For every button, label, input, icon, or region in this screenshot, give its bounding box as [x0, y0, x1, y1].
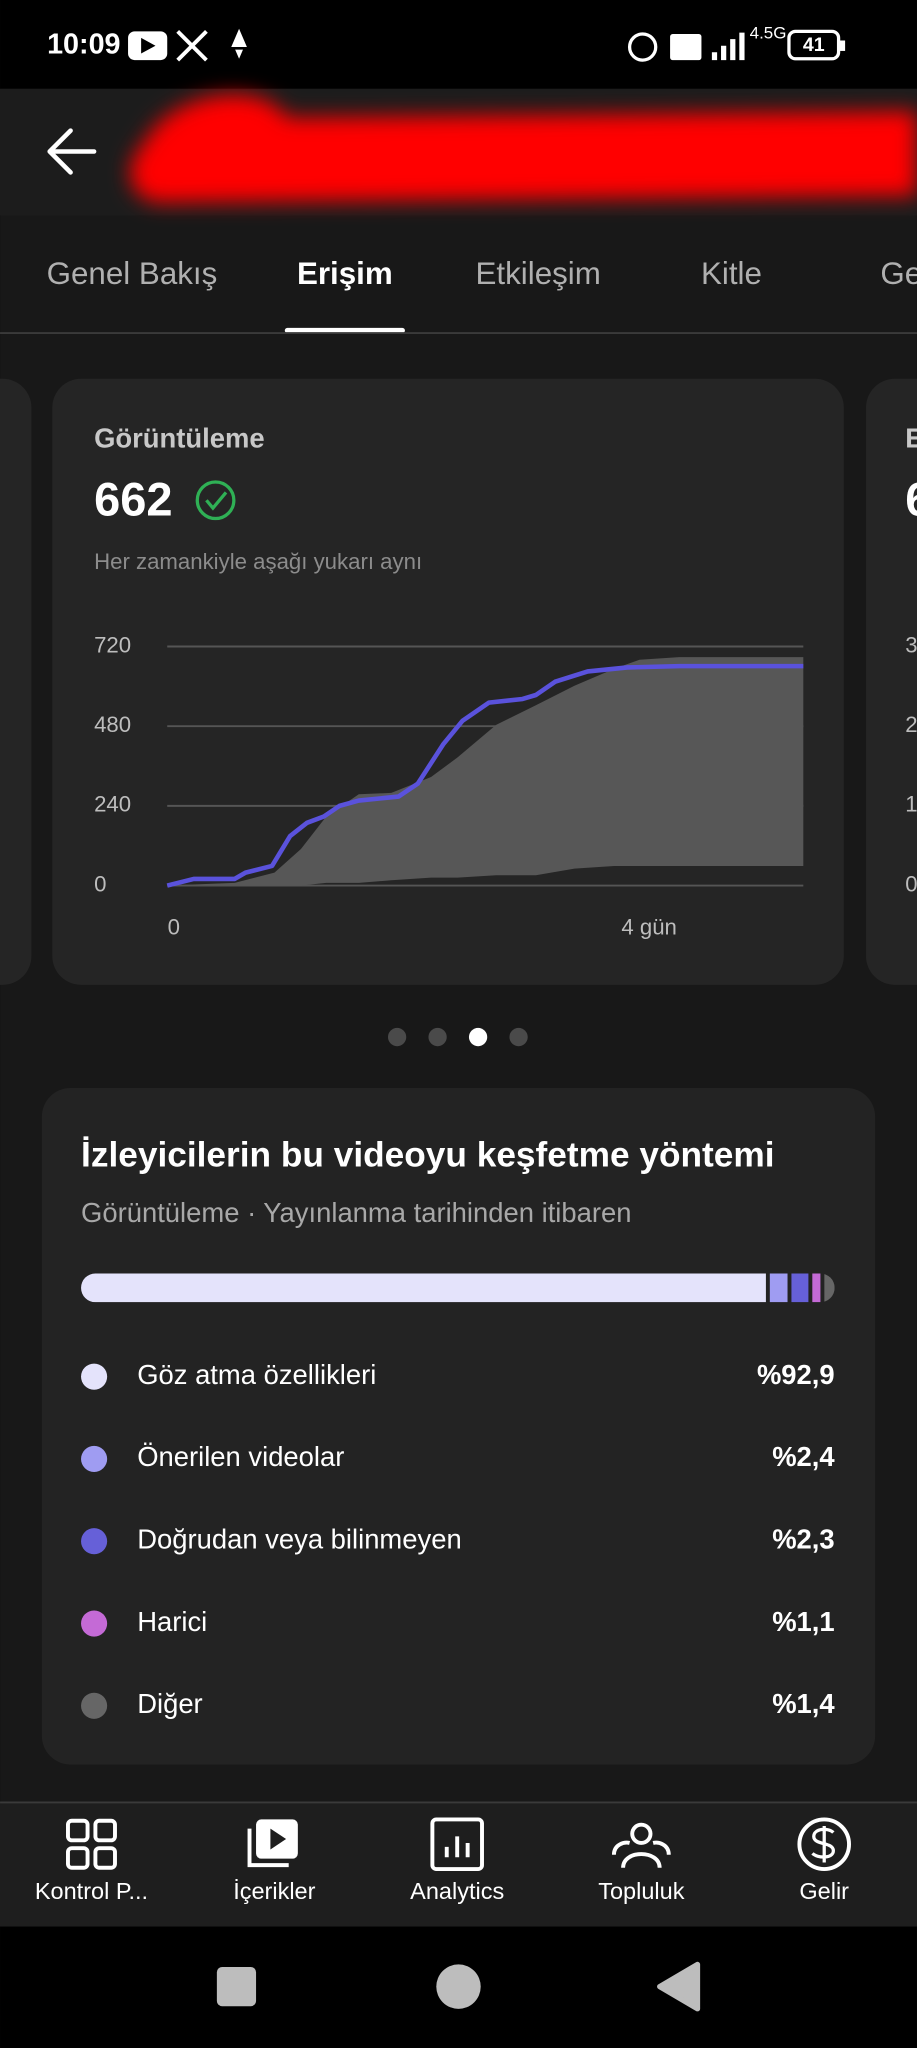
- discovery-card: [41, 1088, 876, 1765]
- play-glyph: [270, 1828, 287, 1850]
- source-segment: [824, 1273, 835, 1303]
- signal-icon: [711, 32, 745, 61]
- tab[interactable]: Erişim: [297, 256, 393, 291]
- community-glyph: [611, 1840, 671, 1869]
- tab[interactable]: Genel Bakış: [47, 256, 218, 291]
- source-value: %1,4: [772, 1688, 835, 1719]
- source-name: Göz atma özellikleri: [137, 1359, 376, 1390]
- analytics-icon: [430, 1817, 484, 1872]
- content-glyph: [247, 1828, 289, 1868]
- source-name: Doğrudan veya bilinmeyen: [137, 1523, 462, 1554]
- nav-label[interactable]: Gelir: [799, 1878, 849, 1904]
- x-tick-label: 4 gün: [621, 915, 677, 940]
- source-name: Diğer: [137, 1688, 203, 1719]
- x-tick-label: 0: [168, 915, 180, 940]
- recents-button[interactable]: [216, 1967, 257, 2007]
- legend-dot: [81, 1445, 108, 1472]
- typical-range: [167, 657, 804, 886]
- source-value: %1,1: [772, 1606, 834, 1637]
- dashboard-icon: [66, 1846, 90, 1870]
- views-chart: 0 240 480 720 0 4 gün: [94, 632, 804, 940]
- earnings-icon: [797, 1817, 851, 1872]
- alarm-icon: [627, 32, 658, 62]
- source-bar: [81, 1273, 835, 1303]
- pager-dot[interactable]: [387, 1027, 407, 1047]
- peek-tick-label: 3: [905, 632, 917, 657]
- peek-tick-label: 2: [905, 712, 917, 737]
- y-tick-label: 720: [94, 632, 131, 657]
- pager-dot[interactable]: [468, 1027, 488, 1047]
- source-segment: [769, 1273, 788, 1303]
- nav-label[interactable]: Topluluk: [598, 1878, 684, 1904]
- nav-labels: Kontrol P... İçerikler Analytics Topluluk Ge…: [35, 1878, 849, 1904]
- legend-dot: [81, 1528, 108, 1555]
- play-glyph: [141, 37, 156, 54]
- peek-axis: 3 2 1 0: [905, 632, 917, 896]
- home-button[interactable]: [436, 1964, 481, 2009]
- nav-label[interactable]: Analytics: [410, 1878, 504, 1904]
- nav-label[interactable]: İçerikler: [233, 1878, 315, 1904]
- dollar-glyph: [811, 1825, 835, 1863]
- tab[interactable]: Etkileşim: [476, 256, 601, 291]
- battery-level: 41: [803, 34, 825, 56]
- pager-dot[interactable]: [509, 1027, 528, 1047]
- views-line: [166, 663, 804, 888]
- network-type: 4.5G: [750, 23, 787, 42]
- tab-bar: Genel Bakış Erişim Etkileşim Kitle Ge: [47, 256, 917, 334]
- x-icon: [176, 29, 208, 62]
- back-nav-button[interactable]: [657, 1961, 701, 2012]
- source-segment: [81, 1273, 766, 1303]
- volte-icon: [670, 33, 702, 61]
- metric-value: 662: [94, 472, 172, 525]
- dashboard-icon: [93, 1818, 117, 1843]
- nav-label[interactable]: Kontrol P...: [35, 1878, 148, 1904]
- battery-tip: [839, 40, 846, 51]
- peek-tick-label: 0: [905, 871, 917, 896]
- source-name: Harici: [137, 1606, 207, 1637]
- legend-dot: [81, 1363, 108, 1390]
- source-value: %2,3: [772, 1523, 834, 1554]
- community-icon: [630, 1822, 653, 1845]
- dashboard-icon: [93, 1846, 117, 1870]
- legend-dot: [81, 1692, 108, 1719]
- redaction: [130, 94, 917, 203]
- peek-value: 6: [905, 472, 917, 525]
- peek-tick-label: 1: [905, 792, 917, 817]
- bottom-nav: [0, 1802, 917, 1927]
- source-list: Göz atma özellikleri %92,9 Önerilen videol…: [81, 1359, 835, 1719]
- rocket-icon: [231, 28, 247, 59]
- tab-indicator: [284, 327, 405, 334]
- discovery-title: İzleyicilerin bu videoyu keşfetme yöntem…: [81, 1136, 775, 1175]
- check-icon: [195, 480, 236, 521]
- battery: [787, 29, 841, 61]
- metric-subtitle: Her zamankiyle aşağı yukarı aynı: [94, 549, 422, 574]
- pager-dot[interactable]: [428, 1027, 447, 1047]
- source-segment: [812, 1273, 821, 1303]
- y-tick-label: 240: [94, 792, 131, 817]
- analytics-glyph: [444, 1836, 470, 1858]
- tab[interactable]: Ge: [880, 256, 917, 291]
- next-card[interactable]: [866, 378, 917, 985]
- source-segment: [791, 1273, 809, 1303]
- time: 10:09: [47, 28, 120, 60]
- legend-dot: [81, 1610, 108, 1637]
- discovery-subtitle: Görüntüleme · Yayınlanma tarihinden itib…: [81, 1197, 631, 1228]
- y-tick-label: 480: [94, 712, 131, 737]
- check-glyph: [205, 491, 228, 511]
- source-value: %92,9: [757, 1359, 835, 1390]
- back-button[interactable]: [47, 128, 97, 175]
- y-tick-label: 0: [94, 871, 106, 896]
- dashboard-icon: [66, 1818, 90, 1843]
- tab[interactable]: Kitle: [701, 256, 762, 291]
- source-name: Önerilen videolar: [137, 1441, 344, 1472]
- prev-card[interactable]: [0, 378, 32, 985]
- peek-title: E: [905, 422, 917, 453]
- source-value: %2,4: [772, 1441, 835, 1472]
- metric-title: Görüntüleme: [94, 422, 265, 453]
